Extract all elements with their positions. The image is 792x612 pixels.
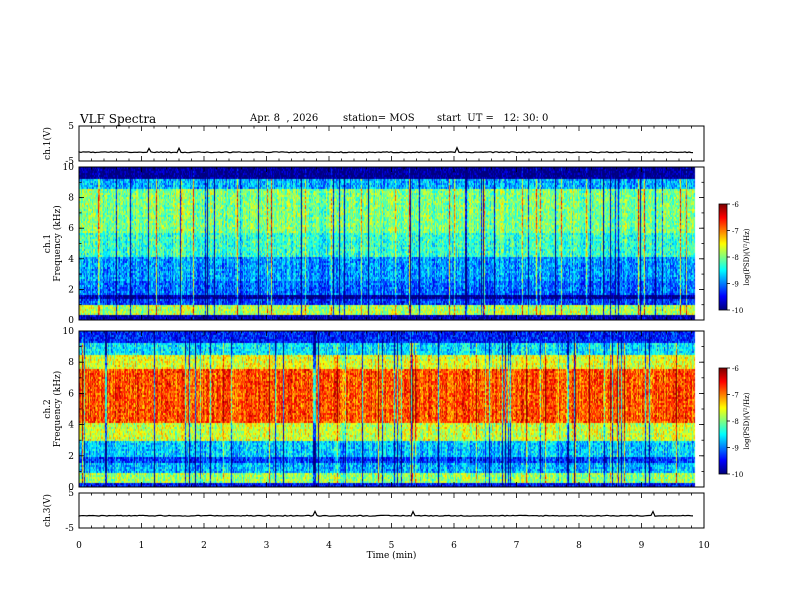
x-tick-label: 10	[698, 541, 710, 551]
station-label: station= MOS	[343, 113, 415, 124]
y-tick-label: 10	[63, 163, 75, 173]
y-axis-label: Frequency (kHz)	[52, 205, 63, 282]
waveform-trace	[78, 146, 694, 154]
y-tick-label: 10	[63, 327, 75, 337]
y-tick-label: 6	[68, 389, 74, 399]
x-tick-label: 5	[389, 541, 395, 551]
y-tick-label: 2	[68, 285, 74, 295]
colorbar-label: log(PSD)(V²/Hz)	[743, 228, 751, 285]
start-ut-label: start UT = 12: 30: 0	[437, 113, 549, 124]
panel-frame	[78, 125, 705, 162]
colorbar-ch2	[719, 368, 727, 474]
x-tick-label: 1	[139, 541, 145, 551]
colorbar-tick-label: -9	[732, 281, 739, 289]
colorbar-tick-label: -10	[732, 307, 743, 315]
date-label: Apr. 8 , 2026	[250, 113, 319, 124]
x-tick-label: 0	[76, 541, 82, 551]
colorbar-tick-label: -6	[732, 365, 739, 373]
colorbar-tick-label: -6	[732, 201, 739, 209]
y-tick-label: 5	[68, 122, 74, 132]
spectrogram-layer	[78, 146, 727, 517]
spectrogram-ch2-image	[79, 331, 704, 487]
colorbar-tick-label: -7	[732, 228, 739, 236]
x-axis-label: Time (min)	[367, 550, 417, 561]
y-tick-label: 4	[68, 255, 74, 265]
y-tick-label: -5	[65, 157, 74, 167]
y-tick-label: 0	[68, 316, 74, 326]
spectrogram-ch1-image	[79, 167, 704, 320]
colorbar-tick-label: -8	[732, 418, 739, 426]
x-tick-label: 4	[326, 541, 332, 551]
panel-frame	[78, 492, 705, 529]
colorbar-tick-label: -7	[732, 392, 739, 400]
x-tick-label: 3	[264, 541, 270, 551]
y-tick-label: 2	[68, 452, 74, 462]
y-tick-label: 4	[68, 421, 74, 431]
colorbar-tick-label: -10	[732, 471, 743, 479]
colorbar-label: log(PSD)(V²/Hz)	[743, 392, 751, 449]
x-tick-label: 8	[576, 541, 582, 551]
y-axis-label: Frequency (kHz)	[52, 371, 63, 448]
x-tick-label: 6	[451, 541, 457, 551]
y-axis-label: ch.3(V)	[42, 494, 53, 527]
y-axis-label-channel: ch.2	[43, 399, 53, 418]
axes-layer: -6 -7 -8 -9 -10 log(PSD)(V²/Hz) -6 -7 -8 -9 -10 log…	[42, 122, 751, 561]
y-tick-label: 6	[68, 224, 74, 234]
colorbar-tick-label: -8	[732, 254, 739, 262]
y-tick-label: 8	[68, 194, 74, 204]
y-tick-label: 0	[68, 483, 74, 493]
colorbar-ch1	[719, 204, 727, 310]
x-tick-label: 9	[639, 541, 645, 551]
chart-title: VLF Spectra	[80, 112, 157, 126]
y-tick-label: 8	[68, 358, 74, 368]
y-axis-label-channel: ch.1	[43, 234, 53, 253]
y-axis-label: ch.1(V)	[42, 127, 53, 160]
waveform-trace	[78, 510, 694, 517]
x-tick-label: 7	[514, 541, 520, 551]
y-tick-label: 5	[68, 489, 74, 499]
y-tick-label: -5	[65, 524, 74, 534]
x-tick-label: 2	[201, 541, 207, 551]
colorbar-tick-label: -9	[732, 445, 739, 453]
